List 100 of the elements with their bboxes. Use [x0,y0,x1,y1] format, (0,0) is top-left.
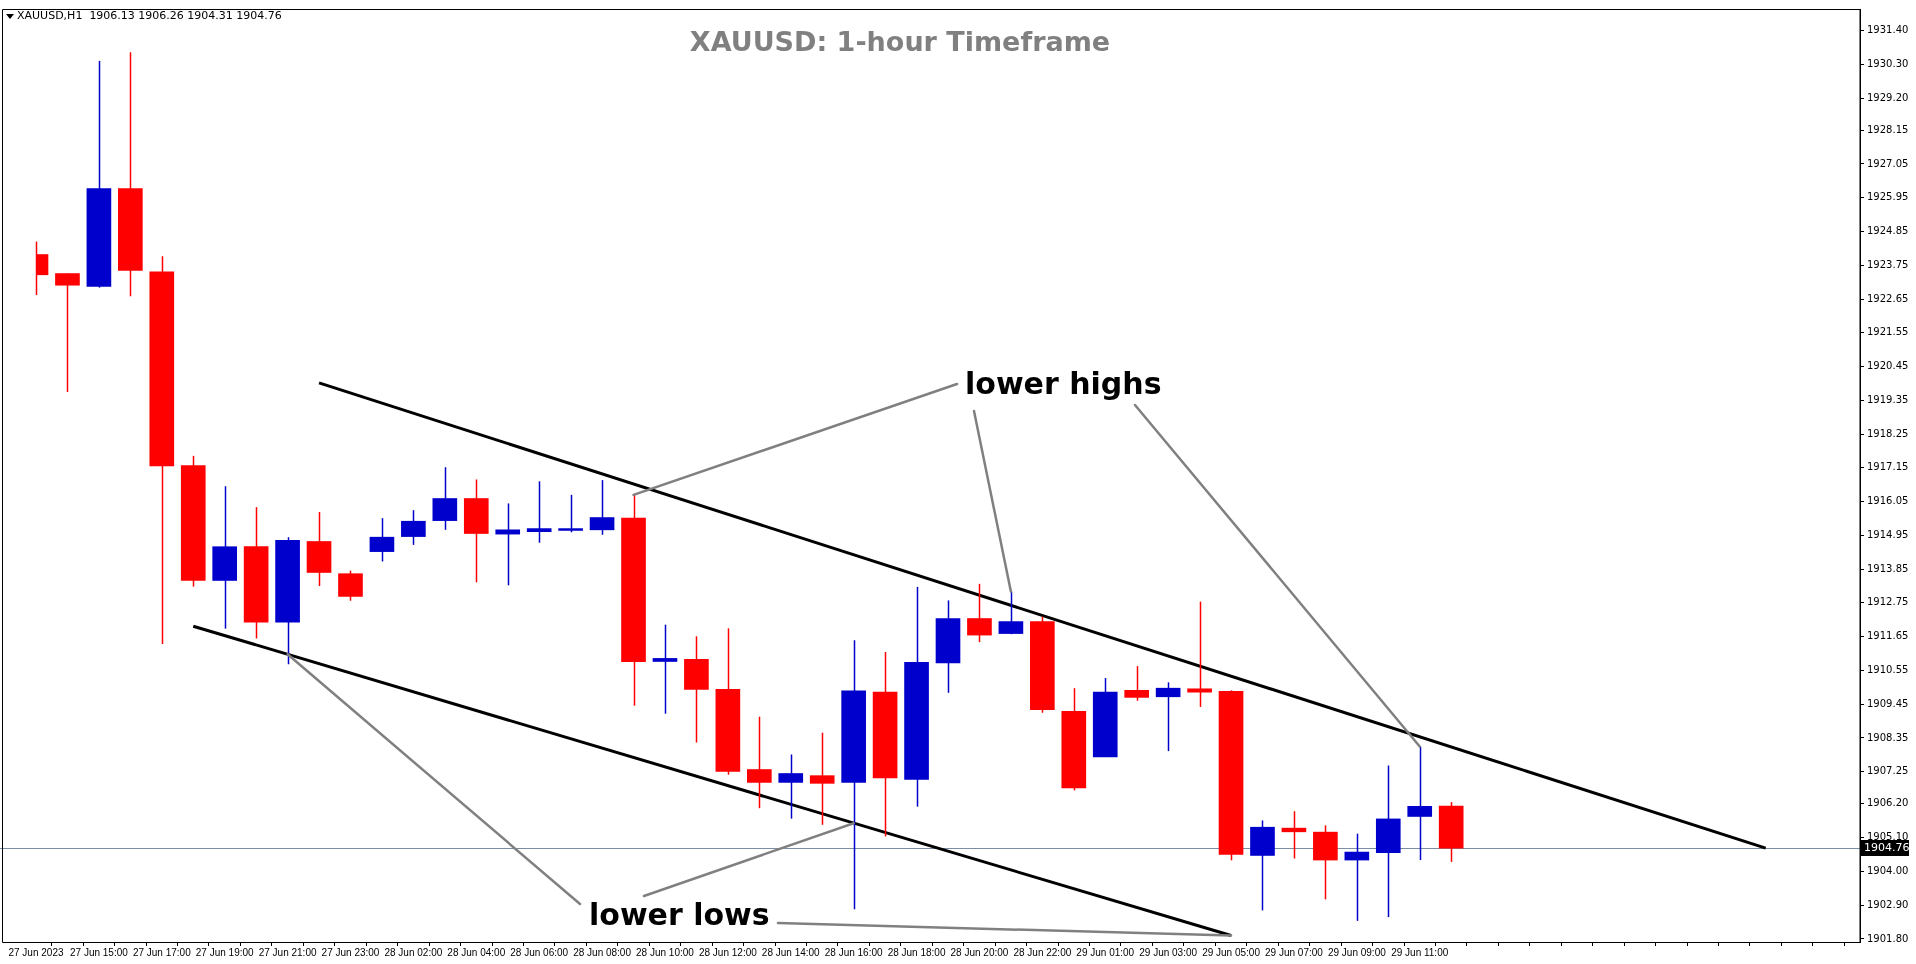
x-tick-label: 28 Jun 12:00 [698,946,758,958]
x-tick-label: 27 Jun 2023 [8,946,64,958]
candlestick [432,466,458,531]
x-tick-label: 28 Jun 04:00 [447,946,506,958]
candlestick [180,455,206,588]
candlestick [212,485,238,630]
x-tick-label: 29 Jun 07:00 [1265,946,1324,958]
y-tick-label: 1902.90 [1867,898,1909,910]
y-tick-label: 1927.05 [1867,157,1909,169]
y-tick-label: 1924.85 [1867,225,1909,237]
candlestick [558,494,583,534]
y-tick-label: 1931.40 [1867,24,1909,36]
candlestick [589,479,615,536]
y-tick-label: 1923.75 [1867,258,1909,270]
candlestick [1092,677,1118,758]
candlestick [149,255,175,645]
candlestick [998,590,1024,635]
candlestick [1218,689,1244,862]
y-tick-label: 1921.55 [1867,326,1909,338]
y-tick-label: 1922.65 [1867,292,1909,304]
candlestick [118,51,143,298]
y-tick-label: 1929.20 [1867,91,1909,103]
x-tick-label: 27 Jun 21:00 [258,946,317,958]
candlestick [55,272,80,393]
candlestick [1155,681,1181,752]
y-tick-label: 1913.85 [1867,562,1909,574]
y-tick-label: 1928.15 [1867,123,1909,135]
x-tick-label: 28 Jun 22:00 [1013,946,1072,958]
candlestick [841,639,866,910]
candlestick [1030,615,1055,714]
x-tick-label: 28 Jun 06:00 [510,946,569,958]
candlestick [652,623,678,715]
x-tick-label: 28 Jun 16:00 [824,946,884,958]
candlestick [275,536,300,665]
annotation: lower highs [965,365,1162,401]
candlestick [809,731,835,826]
y-tick-label: 1904.00 [1867,865,1909,876]
ref-line-label: 1904.76 [1864,840,1910,854]
y-tick-label: 1908.35 [1867,731,1909,743]
x-tick-label: 28 Jun 10:00 [636,946,695,958]
candlestick [463,478,489,584]
candlestick [1438,801,1464,863]
x-tick-label: 29 Jun 11:00 [1391,946,1449,958]
candlestick [401,509,426,546]
candlestick [243,506,269,640]
y-tick-label: 1911.65 [1867,630,1909,642]
candlestick [967,583,992,643]
candlestick [778,753,804,820]
y-tick-label: 1906.20 [1867,797,1909,809]
y-tick-label: 1925.95 [1867,191,1909,203]
candlestick [1124,665,1150,702]
x-tick-label: 28 Jun 14:00 [761,946,821,958]
y-tick-label: 1917.15 [1867,461,1909,473]
y-tick-label: 1914.95 [1867,528,1909,540]
candlestick [495,502,521,587]
candlestick [684,635,709,744]
x-tick-label: 29 Jun 03:00 [1139,946,1198,958]
y-tick-label: 1930.30 [1867,57,1909,69]
y-tick-label: 1910.55 [1867,663,1909,675]
x-tick-label: 29 Jun 05:00 [1202,946,1261,958]
candlestick [1407,745,1433,861]
candlestick [306,511,332,587]
x-tick-label: 27 Jun 15:00 [69,946,129,958]
candlestick [1250,819,1275,912]
annotation: XAUUSD,H1 1906.13 1906.26 1904.31 1904.76 [17,9,282,22]
candlestick [1187,600,1212,708]
candlestick [369,517,395,563]
candlestick [746,715,772,809]
y-tick-label: 1919.35 [1867,393,1909,405]
candlestick [526,480,552,544]
candlestick [872,651,898,838]
candlestick [1375,764,1401,918]
candlestick [1313,824,1338,901]
candlestick [1061,687,1087,792]
x-tick-label: 28 Jun 18:00 [887,946,946,958]
y-tick-label: 1901.80 [1867,932,1909,944]
y-tick-label: 1907.25 [1867,765,1909,777]
candlestick [904,586,929,808]
x-tick-label: 27 Jun 17:00 [132,946,192,958]
y-tick-label: 1905.10 [1867,831,1909,843]
x-tick-label: 29 Jun 09:00 [1327,946,1387,958]
x-tick-label: 27 Jun 19:00 [195,946,255,958]
x-tick-label: 29 Jun 01:00 [1076,946,1135,958]
y-tick-label: 1909.45 [1867,697,1909,709]
y-tick-label: 1920.45 [1867,360,1909,372]
text: XAUUSD: 1-hour Timeframe [688,26,1112,57]
candlestick [715,627,741,776]
candlestick [1344,832,1370,922]
candlestick [935,599,961,694]
y-tick-label: 1918.25 [1867,427,1909,439]
x-tick-label: 27 Jun 23:00 [321,946,380,958]
y-tick-label: 1912.75 [1867,596,1909,608]
y-tick-label: 1916.05 [1867,495,1909,507]
x-tick-label: 28 Jun 02:00 [384,946,443,958]
candlestick [338,569,363,602]
x-tick-label: 28 Jun 20:00 [950,946,1009,958]
x-tick-label: 28 Jun 08:00 [573,946,632,958]
candlestick [621,494,646,707]
annotation: lower lows [589,896,770,932]
candlestick [86,60,112,289]
